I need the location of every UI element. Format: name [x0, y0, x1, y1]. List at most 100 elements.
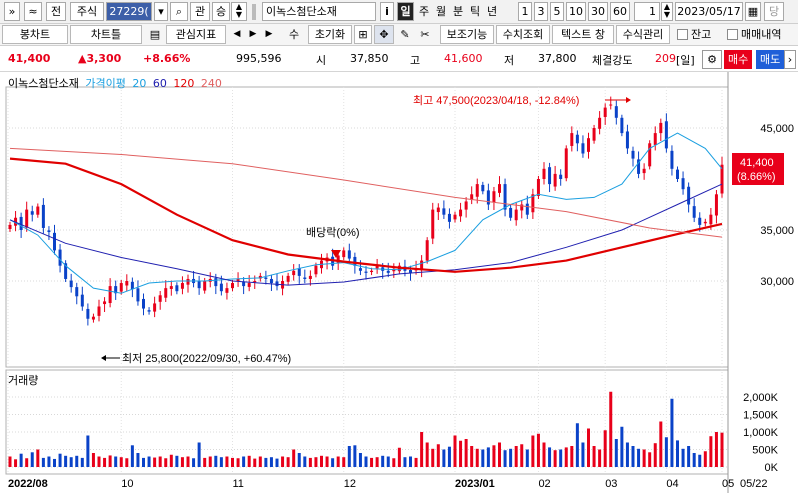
time-axis-tick-label: 04 [666, 478, 678, 490]
side-panel-toggle-icon[interactable]: › [784, 50, 796, 69]
time-axis-tick-label: 02 [538, 478, 550, 490]
volume-bar [69, 457, 73, 467]
save-icon[interactable]: ▤ [149, 28, 161, 41]
formula-manage-button[interactable]: 수식관리 [616, 25, 670, 44]
chart-frame-button[interactable]: 차트틀 [70, 25, 142, 44]
candle-body [19, 216, 23, 230]
balance-checkbox-box[interactable] [677, 29, 688, 40]
up-down-spinner-icon[interactable]: ▲ ▼ [231, 2, 247, 21]
candle-body [197, 281, 201, 289]
trade-history-checkbox[interactable]: 매매내역 [726, 25, 798, 44]
volume-bar [531, 435, 535, 467]
volume-bar [30, 452, 34, 467]
candle-body [86, 308, 90, 319]
info-icon[interactable]: i [380, 2, 394, 21]
all-button[interactable]: 전 [46, 2, 66, 21]
interval-3-button[interactable]: 3 [534, 2, 548, 21]
count-spinner-icon[interactable]: ▲ ▼ [661, 2, 673, 21]
candle-body [242, 281, 246, 287]
volume-bar [142, 457, 145, 467]
reset-button[interactable]: 초기화 [308, 25, 352, 44]
candle-body [620, 117, 624, 134]
spin-label[interactable]: 승 [212, 2, 230, 21]
volume-axis-tick-label: 500K [752, 445, 778, 457]
candle-body [264, 277, 268, 279]
date-input[interactable]: 2023/05/17 [675, 2, 743, 21]
interval-1-button[interactable]: 1 [518, 2, 532, 21]
move-crosshair-icon[interactable]: ✥ [374, 25, 394, 44]
stock-type-select[interactable]: 주식 [70, 2, 104, 21]
volume-bar [219, 457, 223, 467]
chevron-down-icon[interactable]: ▾ [154, 2, 168, 21]
stock-code-input[interactable]: 27229( [106, 2, 152, 21]
settings-gear-icon[interactable]: ⚙ [702, 50, 722, 69]
period-day-button[interactable]: 일 [397, 2, 414, 21]
candle-body [25, 209, 29, 228]
indicator-button[interactable]: 관심지표 [166, 25, 226, 44]
volume-bar [347, 446, 351, 467]
candle-body [136, 288, 140, 302]
candle-body [614, 106, 618, 118]
numeric-query-button[interactable]: 수치조회 [496, 25, 550, 44]
candle-body [58, 249, 62, 266]
volume-axis-tick-label: 1,000K [743, 427, 779, 439]
text-window-button[interactable]: 텍스트 창 [552, 25, 614, 44]
volume-bar [659, 421, 663, 467]
pen-icon[interactable]: ✎ [400, 28, 410, 41]
next-icon[interactable]: ▶ [249, 29, 257, 39]
balance-checkbox[interactable]: 잔고 [676, 25, 724, 44]
interval-5-button[interactable]: 5 [550, 2, 564, 21]
sell-button[interactable]: 매도 [756, 50, 785, 69]
candle-body [553, 173, 557, 187]
candle-body [720, 164, 724, 194]
period-minute-button[interactable]: 분 [452, 5, 464, 18]
count-input[interactable]: 1 [634, 2, 660, 21]
volume-bar [231, 457, 234, 467]
candle-body [548, 167, 552, 185]
play-icon[interactable]: ▶ [265, 29, 273, 39]
up-arrow-icon[interactable]: ≈ [24, 2, 42, 21]
candle-body [158, 295, 162, 302]
strength-value: 209 [655, 52, 676, 65]
buy-button[interactable]: 매수 [724, 50, 753, 69]
scissors-icon[interactable]: ✂ [420, 28, 430, 41]
calendar-icon[interactable]: ▦ [745, 2, 761, 21]
today-button[interactable]: 당 [764, 2, 784, 21]
period-week-button[interactable]: 주 [418, 5, 430, 18]
interval-10-button[interactable]: 10 [566, 2, 586, 21]
assist-function-button[interactable]: 보조기능 [440, 25, 494, 44]
time-axis-tick-label: 2022/08 [8, 478, 48, 490]
candle-body [231, 283, 234, 289]
volume-bar [381, 455, 385, 467]
volume-bar [308, 457, 312, 467]
volume-bar [559, 449, 563, 467]
period-month-button[interactable]: 월 [435, 5, 447, 18]
interval-30-button[interactable]: 30 [588, 2, 608, 21]
chart-mode-icon[interactable]: ⊞ [354, 25, 372, 44]
volume-bar [542, 442, 546, 467]
related-button[interactable]: 관 [190, 2, 210, 21]
volume-bar [587, 428, 590, 467]
volume-bar [91, 453, 95, 467]
period-tick-button[interactable]: 틱 [469, 5, 481, 18]
volume-axis-tick-label: 0K [765, 462, 779, 474]
trade-history-checkbox-box[interactable] [727, 29, 738, 40]
volume-bar [275, 458, 279, 467]
search-icon[interactable]: ⌕ [170, 2, 188, 21]
volume-bar [514, 446, 518, 467]
volume-bar [520, 444, 524, 467]
stock-name-field[interactable]: 이녹스첨단소재 [262, 2, 376, 21]
candle-body [703, 221, 707, 224]
candle-chart-button[interactable]: 봉차트 [2, 25, 68, 44]
candle-body [514, 209, 518, 221]
interval-60-button[interactable]: 60 [610, 2, 630, 21]
su-button[interactable]: 수 [288, 28, 300, 41]
prev-icon[interactable]: ◀ [233, 29, 241, 39]
chart-legend: 이녹스첨단소재 가격이평 20 60 120 240 [8, 75, 225, 91]
volume-bar [258, 456, 262, 467]
expand-button[interactable]: » [4, 2, 20, 21]
volume-bar [80, 457, 84, 467]
period-year-button[interactable]: 년 [486, 5, 498, 18]
volume-bar [598, 449, 602, 467]
